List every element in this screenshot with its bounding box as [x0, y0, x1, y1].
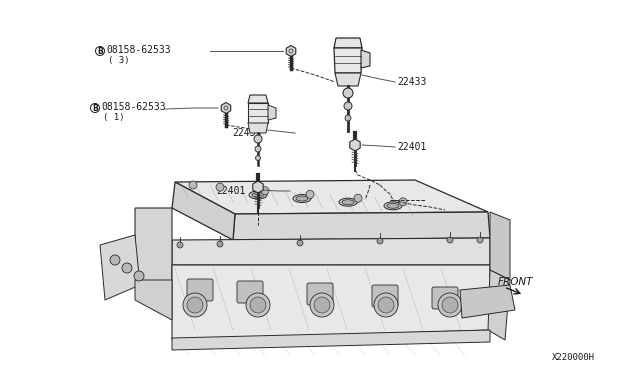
Text: 22401: 22401	[216, 186, 245, 196]
Ellipse shape	[384, 202, 402, 210]
Circle shape	[314, 297, 330, 313]
Ellipse shape	[252, 192, 264, 198]
Circle shape	[345, 115, 351, 121]
Ellipse shape	[293, 195, 311, 202]
Polygon shape	[268, 105, 276, 120]
FancyBboxPatch shape	[372, 285, 398, 307]
Polygon shape	[233, 212, 490, 240]
Circle shape	[254, 135, 262, 143]
Polygon shape	[488, 270, 510, 340]
Text: 08158-62533: 08158-62533	[101, 102, 166, 112]
FancyBboxPatch shape	[187, 279, 213, 301]
Polygon shape	[135, 208, 172, 300]
Circle shape	[442, 297, 458, 313]
Polygon shape	[172, 265, 490, 340]
Circle shape	[110, 255, 120, 265]
FancyBboxPatch shape	[432, 287, 458, 309]
Polygon shape	[172, 330, 490, 350]
Circle shape	[255, 146, 261, 152]
Circle shape	[374, 293, 398, 317]
Polygon shape	[172, 238, 490, 265]
Polygon shape	[172, 182, 235, 240]
Circle shape	[261, 187, 269, 195]
Text: 08158-62533: 08158-62533	[106, 45, 171, 55]
Circle shape	[306, 190, 314, 198]
Polygon shape	[335, 73, 361, 86]
Circle shape	[438, 293, 462, 317]
Circle shape	[134, 271, 144, 281]
Text: B: B	[97, 46, 103, 55]
Polygon shape	[350, 139, 360, 151]
Circle shape	[250, 297, 266, 313]
Polygon shape	[248, 103, 268, 123]
Polygon shape	[248, 95, 268, 103]
Text: X220000H: X220000H	[552, 353, 595, 362]
Circle shape	[122, 263, 132, 273]
Polygon shape	[253, 181, 263, 193]
Ellipse shape	[387, 203, 399, 208]
Circle shape	[447, 237, 453, 243]
Text: 22433: 22433	[397, 77, 426, 87]
Circle shape	[217, 241, 223, 247]
Ellipse shape	[296, 196, 308, 201]
Circle shape	[477, 237, 483, 243]
Circle shape	[216, 183, 224, 191]
FancyBboxPatch shape	[307, 283, 333, 305]
Text: B: B	[92, 103, 98, 112]
Polygon shape	[135, 280, 172, 320]
Circle shape	[183, 293, 207, 317]
Circle shape	[354, 194, 362, 202]
Text: ( 1): ( 1)	[103, 112, 125, 122]
Polygon shape	[286, 45, 296, 57]
Circle shape	[246, 293, 270, 317]
Circle shape	[343, 88, 353, 98]
Circle shape	[399, 198, 407, 206]
Polygon shape	[361, 50, 370, 68]
Text: 22401: 22401	[397, 142, 426, 152]
Circle shape	[255, 155, 260, 160]
Polygon shape	[490, 212, 510, 280]
Circle shape	[377, 238, 383, 244]
Polygon shape	[248, 123, 268, 133]
Polygon shape	[334, 48, 362, 73]
Circle shape	[189, 181, 197, 189]
Circle shape	[344, 102, 352, 110]
Circle shape	[297, 240, 303, 246]
Circle shape	[378, 297, 394, 313]
Ellipse shape	[342, 200, 354, 205]
Polygon shape	[100, 235, 140, 300]
Polygon shape	[221, 103, 231, 113]
Circle shape	[177, 242, 183, 248]
Polygon shape	[460, 285, 515, 318]
Text: 22433: 22433	[232, 128, 261, 138]
Text: FRONT: FRONT	[498, 277, 534, 287]
Circle shape	[187, 297, 203, 313]
Text: ( 3): ( 3)	[108, 55, 129, 64]
Polygon shape	[334, 38, 362, 48]
Ellipse shape	[339, 198, 357, 206]
Polygon shape	[175, 180, 488, 214]
Circle shape	[310, 293, 334, 317]
Ellipse shape	[249, 191, 267, 199]
FancyBboxPatch shape	[237, 281, 263, 303]
